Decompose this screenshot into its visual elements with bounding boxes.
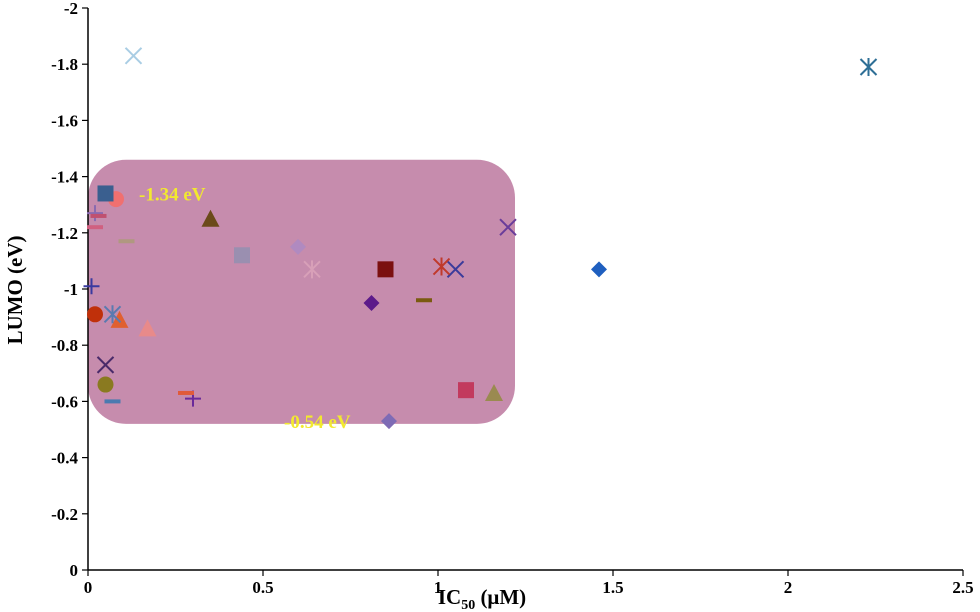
- point-x: [446, 260, 465, 279]
- point-dash: [416, 298, 432, 303]
- point-plus: [83, 278, 100, 295]
- y-tick-label: -2: [64, 0, 78, 18]
- data-point: [103, 305, 122, 324]
- point-square: [234, 247, 250, 264]
- data-point: [104, 399, 121, 404]
- point-triangle: [110, 310, 129, 328]
- data-points: [83, 47, 878, 430]
- data-point: [458, 382, 474, 399]
- annotations: -1.34 eV -0.54 eV: [139, 184, 351, 433]
- x-tick-label: 1.5: [602, 578, 623, 597]
- x-axis-title: IC50 (μM): [438, 585, 526, 612]
- data-point: [87, 225, 103, 230]
- point-circle: [97, 376, 114, 393]
- y-tick-label: -0.8: [51, 336, 78, 355]
- x-tick-label: 2: [784, 578, 793, 597]
- data-point: [178, 390, 194, 395]
- data-point: [381, 413, 397, 430]
- point-star: [859, 58, 878, 77]
- data-point: [290, 238, 306, 255]
- point-circle: [87, 306, 103, 323]
- x-axis-title-subscript: 50: [461, 598, 475, 612]
- data-point: [124, 47, 143, 65]
- y-tick-label: -0.6: [51, 392, 78, 411]
- data-point: [118, 239, 135, 244]
- data-point: [97, 376, 114, 393]
- point-plus: [87, 205, 103, 222]
- point-star: [432, 257, 451, 276]
- data-point: [87, 306, 103, 323]
- y-tick-label: -0.2: [51, 505, 78, 524]
- data-point: [377, 261, 394, 278]
- data-point: [97, 185, 114, 202]
- x-axis-title-unit: (μM): [475, 585, 526, 609]
- data-point: [485, 383, 503, 401]
- point-square: [97, 185, 114, 202]
- y-axis-title: LUMO (eV): [3, 235, 27, 344]
- annotation-label: -1.34 eV: [139, 184, 206, 205]
- data-point: [303, 260, 321, 279]
- point-x: [96, 356, 115, 374]
- highlight-region: [88, 159, 515, 424]
- point-star: [303, 260, 321, 279]
- data-point: [363, 295, 380, 312]
- point-square: [377, 261, 394, 278]
- data-point: [416, 298, 432, 303]
- data-point: [591, 261, 607, 278]
- y-tick-label: -0.4: [51, 449, 78, 468]
- highlight-region-layer: [88, 159, 515, 424]
- point-x: [499, 218, 517, 236]
- point-dash: [178, 390, 194, 395]
- data-point: [499, 218, 517, 236]
- point-diamond: [591, 261, 607, 278]
- y-tick-label: -1.8: [51, 55, 78, 74]
- point-dash: [87, 225, 103, 230]
- point-diamond: [381, 413, 397, 430]
- data-point: [138, 319, 157, 337]
- y-tick-label: 0: [70, 561, 79, 580]
- data-point: [87, 205, 103, 222]
- data-point: [83, 278, 100, 295]
- point-triangle: [138, 319, 157, 337]
- axes: [82, 7, 964, 576]
- point-diamond: [290, 238, 306, 255]
- point-square: [458, 382, 474, 399]
- tick-labels: 0 -0.2 -0.4 -0.6 -0.8 -1 -1.2 -1.4 -1.6 -1.8 -2 0 0.…: [51, 0, 974, 597]
- y-tick-label: -1.4: [51, 168, 78, 187]
- point-x: [124, 47, 143, 65]
- point-triangle: [485, 383, 503, 401]
- x-tick-label: 0.5: [252, 578, 273, 597]
- data-point: [859, 58, 878, 77]
- x-tick-label: 2.5: [952, 578, 973, 597]
- point-diamond: [363, 295, 380, 312]
- data-point: [432, 257, 451, 276]
- data-point: [110, 310, 129, 328]
- data-point: [90, 213, 107, 218]
- point-dash: [90, 213, 107, 218]
- point-star: [103, 305, 122, 324]
- x-tick-label: 0: [84, 578, 93, 597]
- x-axis-title-main: IC: [438, 585, 461, 609]
- point-dash: [104, 399, 121, 404]
- data-point: [234, 247, 250, 264]
- data-point: [96, 356, 115, 374]
- y-tick-label: -1.6: [51, 111, 78, 130]
- data-point: [446, 260, 465, 279]
- x-tick-label: 1: [434, 578, 443, 597]
- data-point: [201, 209, 220, 227]
- point-dash: [118, 239, 135, 244]
- annotation-label: -0.54 eV: [284, 412, 351, 433]
- y-tick-label: -1.2: [51, 224, 78, 243]
- point-triangle: [201, 209, 220, 227]
- y-tick-label: -1: [64, 280, 78, 299]
